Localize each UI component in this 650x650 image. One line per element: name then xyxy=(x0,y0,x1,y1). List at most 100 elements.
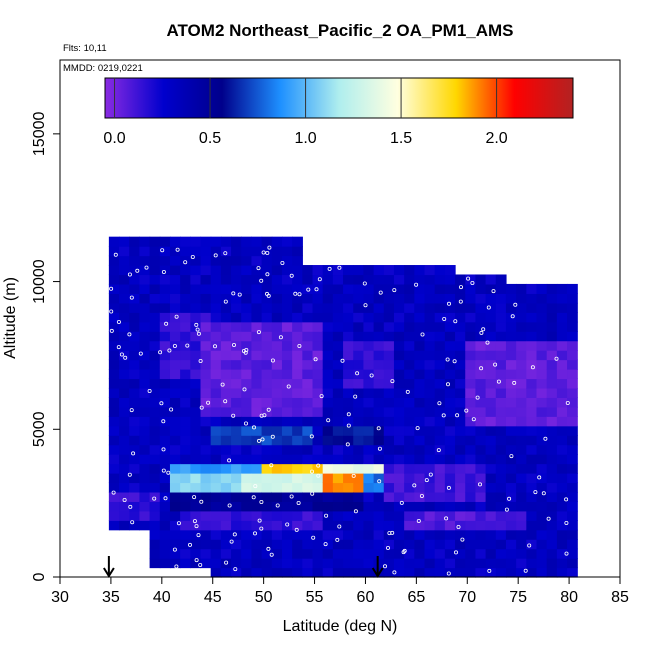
sounding-arrow-head xyxy=(371,567,384,578)
sample-point xyxy=(402,548,407,553)
heatmap-cell xyxy=(343,274,354,285)
heatmap-cell xyxy=(393,350,405,361)
heatmap-cell xyxy=(393,529,405,540)
heatmap-cell xyxy=(546,425,558,436)
sample-point xyxy=(129,295,134,300)
heatmap-cell xyxy=(139,454,151,465)
heatmap-cell xyxy=(200,236,212,247)
heatmap-cell xyxy=(424,501,436,512)
heatmap-cell xyxy=(281,567,293,578)
heatmap-cell xyxy=(220,529,232,540)
heatmap-cell xyxy=(424,321,436,332)
heatmap-cell xyxy=(292,293,303,304)
heatmap-cell xyxy=(444,387,456,398)
heatmap-cell xyxy=(312,397,324,408)
heatmap-cell xyxy=(363,302,375,313)
heatmap-cell xyxy=(353,425,365,436)
heatmap-cell xyxy=(455,435,466,446)
heatmap-cell xyxy=(505,378,517,389)
sample-point xyxy=(266,293,271,298)
heatmap-cell xyxy=(119,293,130,304)
heatmap-cell xyxy=(516,369,527,380)
heatmap-cell xyxy=(516,293,527,304)
heatmap-cell xyxy=(312,548,324,559)
heatmap-cell xyxy=(505,548,517,559)
heatmap-cell xyxy=(251,482,263,493)
heatmap-cell xyxy=(169,482,181,493)
heatmap-cell xyxy=(180,369,191,380)
heatmap-cell xyxy=(343,293,354,304)
sample-point xyxy=(337,524,342,529)
sample-point xyxy=(262,413,267,418)
sample-point xyxy=(362,281,367,286)
heatmap-cell xyxy=(292,482,303,493)
heatmap-cell xyxy=(220,274,232,285)
heatmap-cell xyxy=(536,378,548,389)
x-axis-label: Latitude (deg N) xyxy=(283,618,398,635)
heatmap-cell xyxy=(495,350,507,361)
heatmap-cell xyxy=(241,321,253,332)
heatmap-cell xyxy=(332,406,344,417)
sample-point xyxy=(161,468,166,473)
heatmap-cell xyxy=(526,425,538,436)
heatmap-cell xyxy=(190,350,202,361)
heatmap-cell xyxy=(383,378,395,389)
heatmap-cell xyxy=(475,359,487,370)
heatmap-cell xyxy=(414,454,426,465)
heatmap-cell xyxy=(231,236,242,247)
heatmap-cell xyxy=(108,312,120,323)
heatmap-cell xyxy=(139,283,151,294)
heatmap-cell xyxy=(281,397,293,408)
heatmap-cell xyxy=(455,491,466,502)
heatmap-cell xyxy=(363,548,375,559)
heatmap-cell xyxy=(261,340,273,351)
heatmap-cell xyxy=(373,548,385,559)
heatmap-cell xyxy=(271,265,283,276)
sample-point xyxy=(458,299,463,304)
heatmap-cell xyxy=(261,331,273,342)
heatmap-cell xyxy=(536,444,548,455)
heatmap-cell xyxy=(231,548,242,559)
heatmap-cell xyxy=(149,416,161,427)
heatmap-cell xyxy=(495,387,507,398)
heatmap-cell xyxy=(526,520,538,531)
heatmap-cell xyxy=(302,378,314,389)
heatmap-cell xyxy=(332,539,344,550)
heatmap-cell xyxy=(383,444,395,455)
heatmap-cell xyxy=(271,369,283,380)
heatmap-cell xyxy=(261,454,273,465)
heatmap-cell xyxy=(556,548,568,559)
heatmap-cell xyxy=(292,255,303,266)
sample-point xyxy=(491,289,496,294)
heatmap-cell xyxy=(455,482,466,493)
heatmap-cell xyxy=(465,302,477,313)
heatmap-cell xyxy=(424,539,436,550)
heatmap-cell xyxy=(200,321,212,332)
heatmap-cell xyxy=(343,406,354,417)
heatmap-cell xyxy=(434,321,446,332)
heatmap-cell xyxy=(241,558,253,569)
heatmap-cell xyxy=(332,378,344,389)
heatmap-cell xyxy=(393,558,405,569)
sample-point xyxy=(419,493,424,498)
heatmap-cell xyxy=(475,350,487,361)
heatmap-cell xyxy=(393,454,405,465)
heatmap-cell xyxy=(526,539,538,550)
heatmap-cell xyxy=(271,387,283,398)
heatmap-cell xyxy=(251,435,263,446)
heatmap-cell xyxy=(312,406,324,417)
heatmap-cell xyxy=(220,454,232,465)
sample-point xyxy=(289,494,294,499)
heatmap-cell xyxy=(465,454,477,465)
heatmap-cell xyxy=(241,246,253,257)
heatmap-cell xyxy=(190,473,202,484)
heatmap-cell xyxy=(383,406,395,417)
heatmap-cell xyxy=(312,567,324,578)
heatmap-cell xyxy=(251,340,263,351)
heatmap-cell xyxy=(556,567,568,578)
sample-point xyxy=(267,245,272,250)
heatmap-cell xyxy=(516,406,527,417)
heatmap-cell xyxy=(220,406,232,417)
heatmap-cell xyxy=(241,274,253,285)
